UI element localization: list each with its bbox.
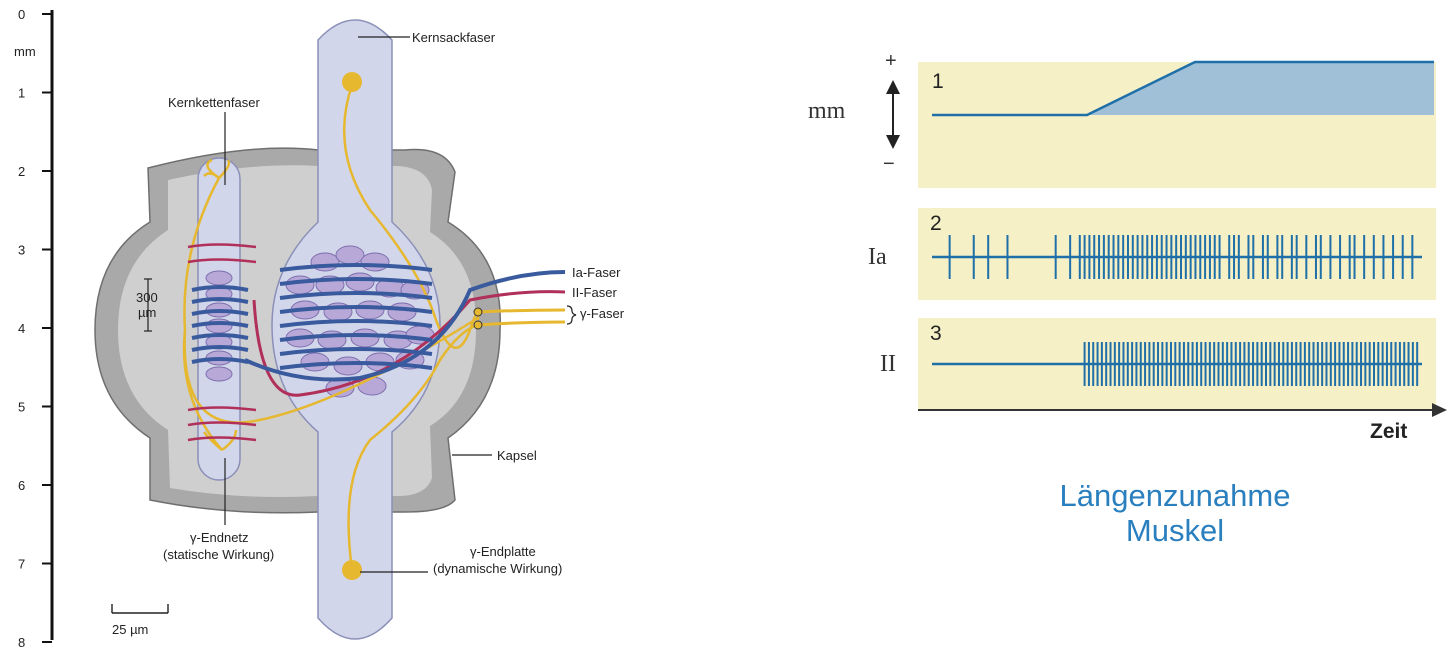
ii-spike-train (1083, 342, 1419, 386)
label-time: Zeit (1370, 420, 1407, 443)
label-scale-300-unit: µm (138, 305, 156, 320)
gamma-brace (566, 305, 577, 325)
ia-coil (191, 285, 249, 292)
label-scale-25: 25 µm (112, 622, 148, 637)
panel-number-1: 1 (932, 70, 944, 93)
ruler-tick-label: 5 (18, 400, 25, 415)
ruler-ticks: 0 1 2 3 4 5 6 7 8 (18, 7, 52, 648)
leader-lines (224, 36, 492, 573)
label-endplatte-effect: (dynamische Wirkung) (433, 561, 562, 576)
label-ia: Ia (868, 244, 887, 270)
ia-fiber-path (244, 270, 566, 382)
stretch-response-graph: + − mm Ia II 1 2 3 Zeit Längenzunahme Mu… (808, 50, 1447, 548)
gamma-fiber-exit (477, 308, 566, 327)
ruler-tick-label: 2 (18, 164, 25, 179)
ii-coil (187, 406, 257, 412)
label-endnetz: γ-Endnetz (190, 530, 249, 545)
gamma-node (473, 307, 483, 317)
nucleus (333, 356, 363, 376)
gamma-node (473, 320, 483, 330)
nucleus (335, 245, 365, 265)
nucleus (205, 366, 233, 382)
panel-number-3: 3 (930, 322, 942, 345)
mm-ruler: 0 1 2 3 4 5 6 7 8 mm (14, 7, 54, 648)
caption-line-2: Muskel (1126, 513, 1224, 548)
ii-coil (187, 421, 257, 427)
ia-coil (279, 305, 433, 314)
label-ii: II (880, 351, 896, 377)
nucleus (387, 302, 417, 322)
ia-coil (191, 357, 249, 364)
ruler-tick-label: 3 (18, 243, 25, 258)
nucleus (350, 328, 380, 348)
ii-fiber-coils (187, 243, 257, 442)
label-scale-300: 300 (136, 290, 158, 305)
ruler-tick-label: 6 (18, 478, 25, 493)
nucleus (285, 275, 315, 295)
ia-coil (279, 291, 433, 300)
ruler-tick-label: 0 (18, 7, 25, 22)
length-trace (932, 60, 1434, 117)
ia-coil (279, 319, 433, 328)
label-length-unit: mm (808, 98, 846, 124)
ruler-unit: mm (14, 44, 36, 59)
scale-300-bracket (144, 278, 152, 332)
ia-coil (191, 333, 249, 340)
nucleus (345, 272, 375, 292)
label-kernsackfaser: Kernsackfaser (412, 30, 496, 45)
label-kernkettenfaser: Kernkettenfaser (168, 95, 260, 110)
ii-coil (187, 243, 257, 249)
ia-coil (191, 345, 249, 352)
ruler-tick-label: 4 (18, 321, 25, 336)
ruler-tick-label: 7 (18, 557, 25, 572)
ia-coil (279, 347, 433, 356)
ia-coil (191, 321, 249, 328)
ruler-tick-label: 1 (18, 86, 25, 101)
ia-coil (279, 333, 433, 342)
label-endnetz-effect: (statische Wirkung) (163, 547, 274, 562)
panel-number-2: 2 (930, 212, 942, 235)
ia-coil (191, 297, 249, 304)
label-ia-faser: Ia-Faser (572, 265, 621, 280)
length-trace-fill (1087, 62, 1434, 115)
label-minus: − (883, 153, 895, 175)
nuclear-bag-fiber (271, 19, 441, 640)
gamma-endplate-top (342, 72, 362, 92)
ia-coil (191, 309, 249, 316)
ia-coil (279, 277, 433, 286)
nucleus (355, 300, 385, 320)
ruler-tick-label: 8 (18, 635, 25, 648)
length-arrow (886, 80, 900, 149)
scale-25-bar (111, 604, 169, 614)
caption-line-1: Längenzunahme (1060, 478, 1291, 513)
ia-fiber-coils (191, 263, 433, 370)
ii-coil (187, 436, 257, 442)
nucleus (360, 252, 390, 272)
label-gamma-faser: γ-Faser (580, 306, 625, 321)
ia-coil (279, 263, 433, 272)
label-endplatte: γ-Endplatte (470, 544, 536, 559)
nucleus (205, 270, 233, 286)
ia-spike-train (948, 235, 1414, 279)
label-plus: + (885, 50, 897, 72)
ia-coil (279, 361, 433, 370)
label-kapsel: Kapsel (497, 448, 537, 463)
gamma-endplate-bottom (342, 560, 362, 580)
time-axis (918, 403, 1447, 417)
ii-coil (187, 258, 257, 264)
label-ii-faser: II-Faser (572, 285, 617, 300)
muscle-spindle-diagram: Kernsackfaser Kernkettenfaser Ia-Faser I… (94, 19, 625, 640)
